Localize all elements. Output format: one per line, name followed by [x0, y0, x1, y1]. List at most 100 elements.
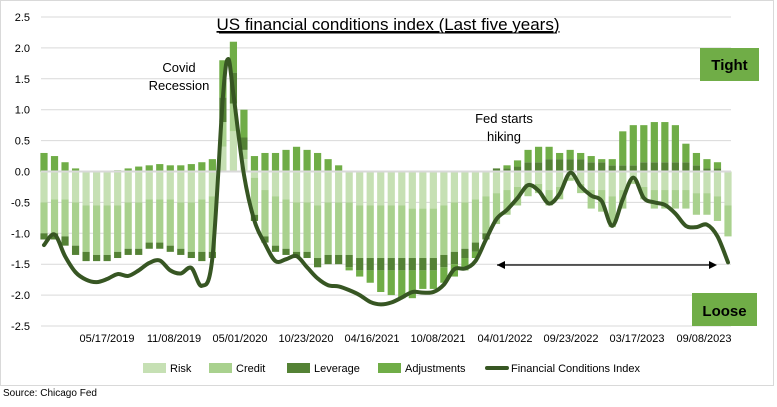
bar-adjustments [650, 122, 658, 163]
bar-credit [261, 190, 269, 237]
chart-frame [0, 0, 774, 386]
bar-adjustments [61, 162, 69, 172]
bar-leverage [345, 254, 353, 268]
bar-adjustments [387, 270, 395, 296]
bar-adjustments [366, 270, 374, 283]
bar-credit [282, 199, 290, 249]
bar-adjustments [629, 125, 637, 166]
y-tick-label: 0.5 [15, 136, 30, 148]
bar-risk [229, 131, 238, 172]
bar-credit [166, 199, 174, 246]
bar-leverage [187, 251, 195, 259]
bar-credit [114, 205, 122, 252]
bar-adjustments [640, 125, 648, 163]
bar-adjustments [661, 122, 669, 163]
bar-leverage [335, 254, 343, 265]
tight-box [700, 48, 759, 81]
bar-leverage [587, 162, 595, 172]
bar-risk [619, 171, 627, 191]
bar-adjustments [534, 146, 543, 163]
bar-credit [345, 202, 353, 255]
bar-credit [50, 199, 59, 234]
bar-credit [450, 202, 458, 252]
arrowhead-left-icon [497, 261, 505, 269]
bar-leverage [356, 258, 364, 271]
bar-credit [608, 196, 616, 228]
loose-label: Loose [702, 303, 746, 320]
bar-credit [82, 205, 90, 252]
bar-leverage [682, 162, 690, 172]
bar-adjustments [608, 159, 616, 166]
bar-leverage [629, 165, 637, 172]
bar-leverage [408, 258, 416, 271]
bar-credit [314, 205, 322, 259]
bar-adjustments [513, 160, 522, 167]
bar-credit [250, 177, 259, 215]
bar-adjustments [250, 156, 259, 172]
bar-leverage [640, 162, 648, 172]
bar-credit [429, 208, 437, 259]
bar-credit [208, 196, 216, 252]
bar-risk [450, 171, 458, 203]
bar-leverage [303, 251, 311, 259]
bar-risk [534, 171, 543, 184]
legend-label: Financial Conditions Index [511, 363, 641, 375]
bar-leverage [114, 251, 122, 259]
bar-adjustments [282, 149, 290, 172]
bar-leverage [366, 258, 374, 271]
y-tick-label: 2.0 [15, 43, 30, 55]
bar-credit [335, 202, 343, 255]
bar-adjustments [324, 159, 332, 172]
bar-adjustments [419, 270, 427, 289]
bar-leverage [534, 162, 543, 172]
bar-adjustments [692, 152, 701, 166]
bar-leverage [429, 258, 437, 271]
x-tick-label: 10/08/2021 [410, 333, 465, 345]
bar-risk [40, 171, 48, 203]
bar-adjustments [429, 270, 437, 289]
bar-adjustments [135, 166, 143, 172]
x-tick-label: 11/08/2019 [147, 333, 201, 345]
bar-credit [124, 202, 132, 249]
x-tick-label: 04/01/2022 [477, 333, 532, 345]
bar-risk [661, 171, 669, 191]
bar-adjustments [261, 152, 269, 172]
bar-risk [608, 171, 616, 197]
x-tick-label: 09/23/2022 [543, 333, 598, 345]
bar-credit [713, 196, 722, 221]
bar-credit [587, 190, 595, 209]
bar-credit [650, 190, 658, 209]
bar-credit [703, 193, 711, 215]
x-tick-label: 05/17/2019 [79, 333, 134, 345]
bar-risk [135, 171, 143, 203]
bar-risk [524, 171, 532, 184]
bar-risk [166, 171, 174, 200]
bar-credit [471, 199, 480, 243]
bar-risk [482, 171, 490, 197]
bar-adjustments [145, 165, 153, 172]
bar-leverage [450, 251, 458, 265]
bar-credit [198, 199, 206, 252]
bar-leverage [387, 258, 395, 271]
bar-leverage [240, 137, 248, 150]
bar-risk [703, 171, 711, 194]
bar-adjustments [198, 162, 206, 172]
bar-credit [292, 202, 301, 252]
bar-risk [713, 171, 722, 197]
bar-risk [387, 171, 395, 206]
bar-adjustments [408, 270, 416, 299]
bar-credit [398, 205, 406, 259]
bar-leverage [261, 236, 269, 243]
bar-leverage [513, 166, 522, 172]
bar-credit [482, 196, 490, 234]
covid-annotation: Covid [162, 60, 195, 75]
bar-leverage [598, 162, 606, 172]
bar-credit [177, 202, 185, 249]
bar-risk [114, 171, 122, 206]
bar-risk [640, 171, 648, 187]
bar-adjustments [229, 41, 238, 73]
bar-credit [71, 202, 80, 246]
bar-credit [661, 190, 669, 209]
bar-credit [377, 205, 385, 259]
bar-credit [324, 202, 332, 255]
